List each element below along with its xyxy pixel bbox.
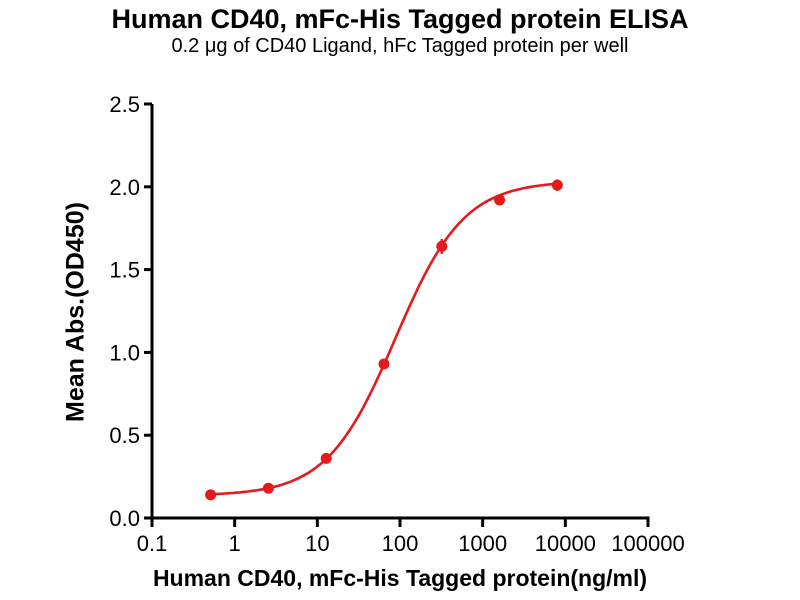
y-tick-label: 1.0 [109,340,140,365]
y-tick-label: 0.5 [109,423,140,448]
data-point [262,482,274,494]
data-point [378,358,390,370]
y-tick-label: 2.5 [109,92,140,117]
data-point [205,489,217,501]
fit-curve [210,182,558,496]
x-axis-label: Human CD40, mFc-His Tagged protein(ng/ml… [152,565,648,591]
x-tick-label: 10000 [535,531,596,556]
y-tick-label: 1.5 [109,258,140,283]
data-point [436,240,448,252]
y-tick-label: 0.0 [109,506,140,531]
chart-subtitle: 0.2 μg of CD40 Ligand, hFc Tagged protei… [171,35,629,57]
chart-title: Human CD40, mFc-His Tagged protein ELISA [111,4,689,34]
data-point [494,194,506,206]
data-point [320,452,332,464]
x-tick-label: 100 [382,531,419,556]
x-tick-label: 10 [305,531,329,556]
x-tick-label: 100000 [611,531,684,556]
x-tick-label: 1 [229,531,241,556]
x-tick-label: 1000 [458,531,507,556]
x-tick-label: 0.1 [137,531,168,556]
y-tick-label: 2.0 [109,175,140,200]
data-point [551,179,563,191]
